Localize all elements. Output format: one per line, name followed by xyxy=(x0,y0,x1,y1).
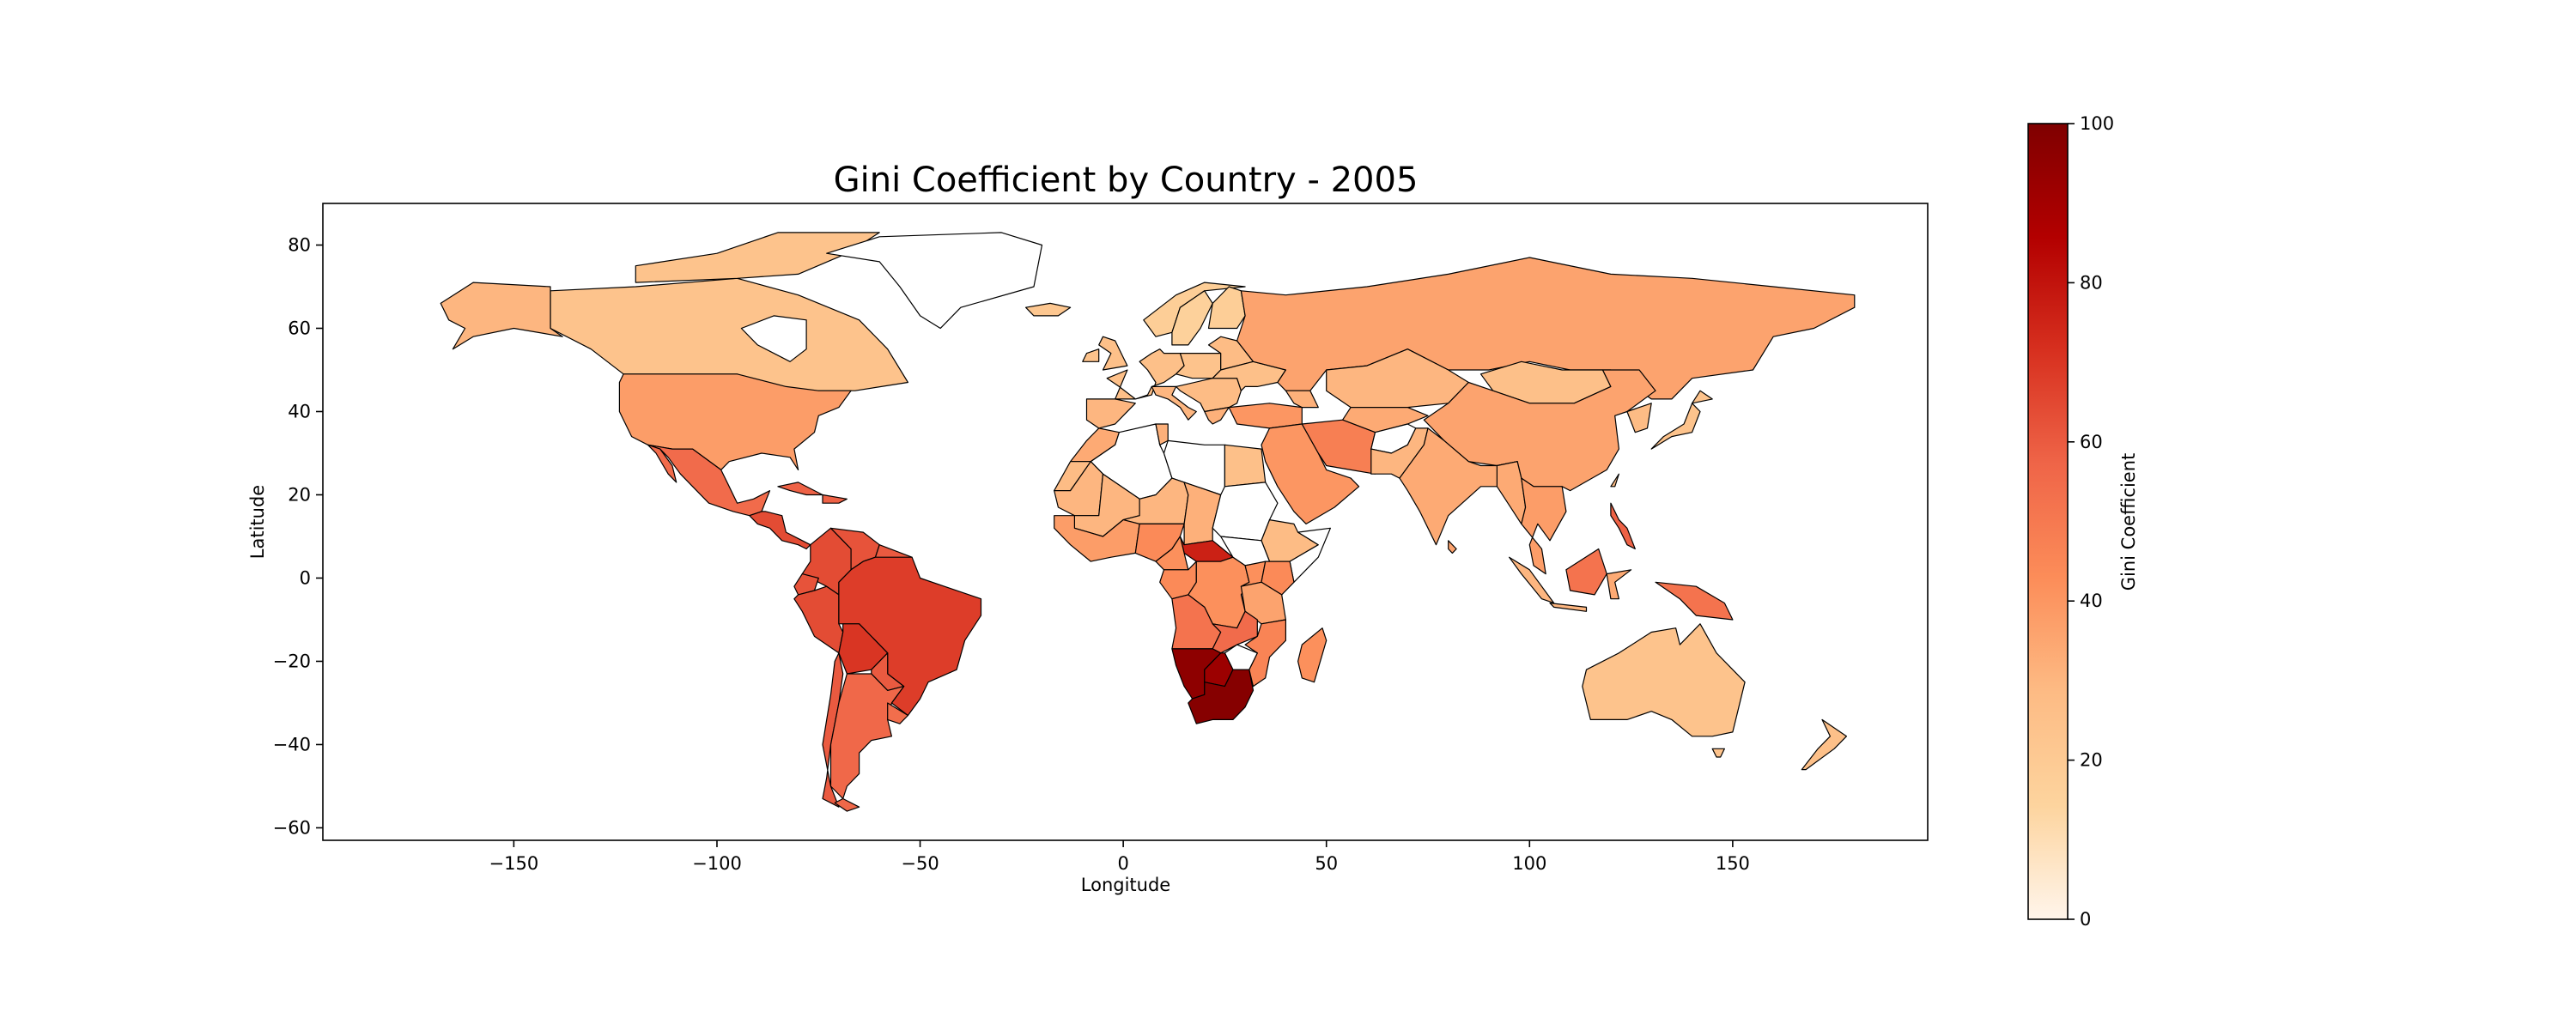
country-russia xyxy=(1236,257,1856,400)
country-baja-california xyxy=(647,444,677,483)
x-tick-label: 0 xyxy=(1117,853,1128,874)
y-axis: −60 −40 −20 0 20 40 60 80 xyxy=(273,234,323,838)
x-tick-label: 50 xyxy=(1315,853,1338,874)
country-cuba xyxy=(777,482,823,496)
y-axis-label: Latitude xyxy=(247,485,268,559)
country-egypt xyxy=(1224,444,1267,488)
country-tierra-del-fuego xyxy=(834,797,860,812)
colorbar-ticks: 0 20 40 60 80 100 xyxy=(2068,113,2114,930)
country-southeast-asia-mainland xyxy=(1521,477,1567,575)
country-tasmania xyxy=(1711,748,1726,758)
colorbar-tick-label: 20 xyxy=(2080,750,2103,771)
country-finland xyxy=(1207,286,1246,330)
country-hokkaido xyxy=(1691,390,1713,404)
y-tick-label: 20 xyxy=(288,484,311,505)
country-ireland xyxy=(1082,348,1100,362)
country-new-zealand xyxy=(1801,718,1847,771)
country-japan xyxy=(1650,403,1701,450)
country-korea xyxy=(1626,403,1652,433)
country-madagascar xyxy=(1297,627,1327,683)
country-malawi-and-mozambique xyxy=(1244,619,1287,688)
country-java xyxy=(1549,602,1588,612)
country-canada xyxy=(550,277,909,400)
country-papua-new-guinea xyxy=(1655,581,1734,621)
country-chile xyxy=(822,652,844,808)
y-tick-label: −40 xyxy=(273,734,311,754)
x-tick-label: −100 xyxy=(692,853,742,874)
country-philippines xyxy=(1610,502,1636,550)
country-sri-lanka xyxy=(1448,540,1457,554)
country-sweden xyxy=(1171,290,1213,346)
country-hudson-bay xyxy=(740,315,807,362)
country-greenland xyxy=(826,232,1043,330)
country-zambia xyxy=(1212,610,1258,654)
y-tick-label: −20 xyxy=(273,651,311,671)
country-greece xyxy=(1204,407,1230,425)
x-tick-label: −50 xyxy=(901,853,939,874)
country-sumatra xyxy=(1508,556,1555,604)
country-caucasus xyxy=(1285,390,1319,409)
country-hispaniola xyxy=(822,494,848,504)
country-united-states xyxy=(618,373,852,471)
y-tick-label: 40 xyxy=(288,401,311,421)
x-axis-label: Longitude xyxy=(1081,875,1170,895)
country-sulawesi xyxy=(1606,569,1632,600)
x-tick-label: 150 xyxy=(1716,853,1750,874)
country-argentina xyxy=(829,673,905,800)
colorbar-tick-label: 80 xyxy=(2080,272,2103,293)
country-australia xyxy=(1582,623,1746,737)
country-central-america xyxy=(749,511,811,550)
country-borneo xyxy=(1565,548,1607,596)
y-tick-label: 0 xyxy=(300,567,311,588)
country-alaska xyxy=(440,282,563,350)
country-iceland xyxy=(1024,302,1072,317)
colorbar-tick-label: 100 xyxy=(2080,113,2114,134)
country-italy xyxy=(1151,385,1197,421)
colorbar-tick-label: 40 xyxy=(2080,591,2103,611)
y-tick-label: −60 xyxy=(273,817,311,838)
colorbar-label: Gini Coefficient xyxy=(2118,453,2139,591)
x-axis: −150 −100 −50 0 50 100 150 xyxy=(489,840,1750,874)
chart-title: Gini Coefficient by Country - 2005 xyxy=(834,161,1419,200)
colorbar-tick-label: 0 xyxy=(2080,909,2091,930)
country-uruguay xyxy=(887,702,909,724)
country-canadian-arctic-islands xyxy=(635,232,880,283)
country-iberia xyxy=(1085,398,1136,429)
y-tick-label: 60 xyxy=(288,318,311,338)
x-tick-label: −150 xyxy=(489,853,539,874)
plot-frame xyxy=(322,203,1929,841)
country-turkey xyxy=(1228,403,1303,429)
map-regions xyxy=(440,232,1856,812)
x-tick-label: 100 xyxy=(1512,853,1546,874)
colorbar: 0 20 40 60 80 100 Gini Coefficient xyxy=(2027,113,2139,930)
y-tick-label: 80 xyxy=(288,234,311,255)
country-peru xyxy=(793,585,844,654)
country-united-kingdom xyxy=(1098,336,1128,371)
country-kenya xyxy=(1261,560,1295,596)
colorbar-tick-label: 60 xyxy=(2080,432,2103,452)
country-taiwan xyxy=(1610,473,1620,488)
country-south-africa xyxy=(1188,669,1255,724)
colorbar-gradient xyxy=(2027,123,2069,920)
